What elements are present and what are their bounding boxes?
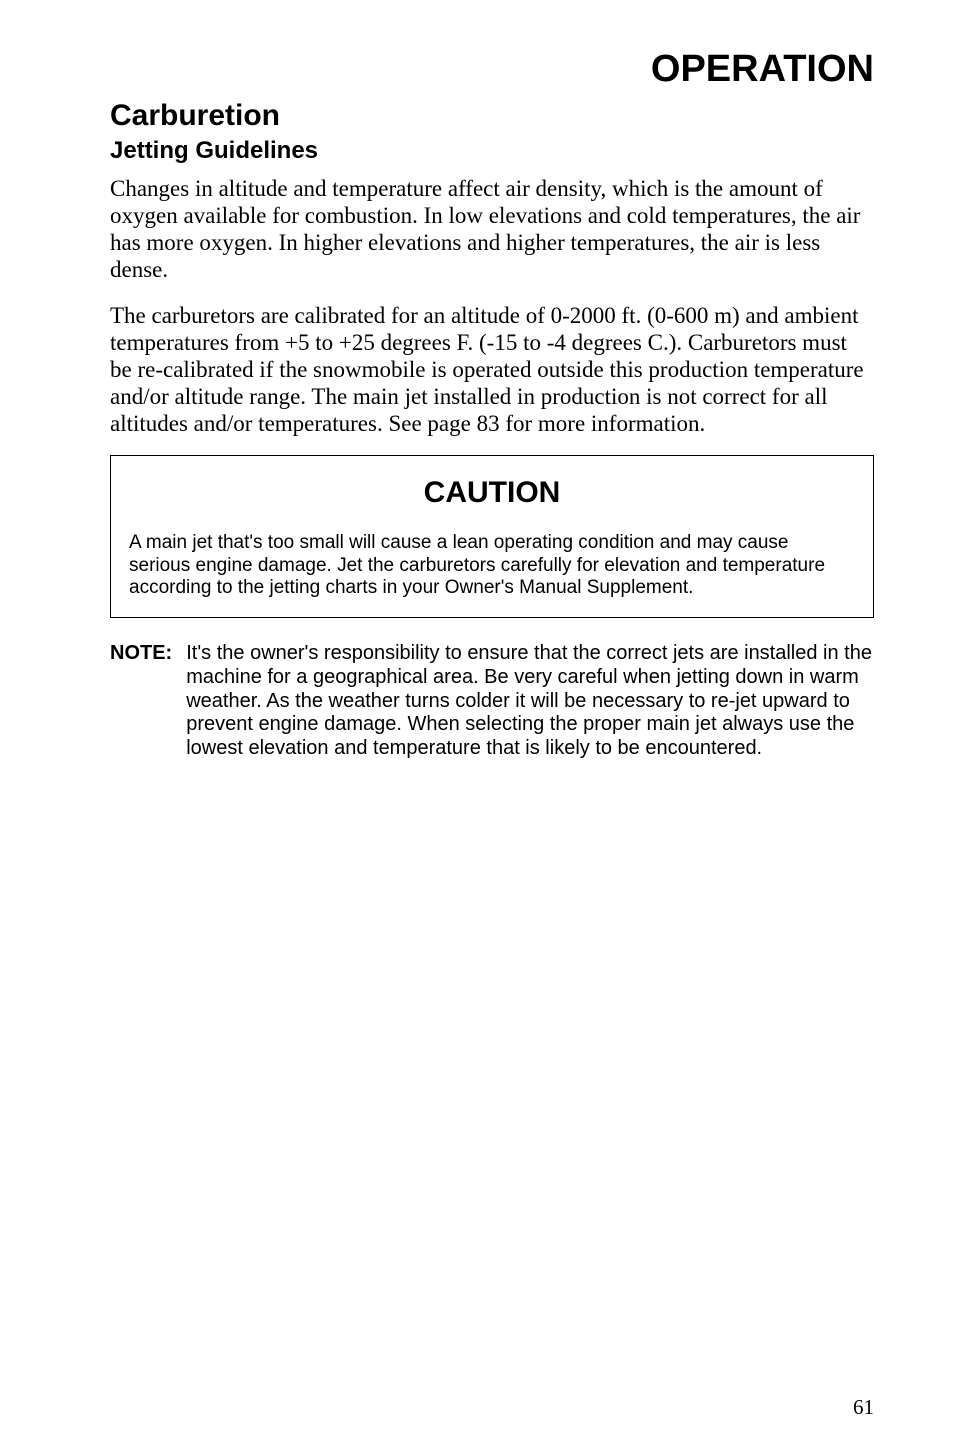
page-title-operation: OPERATION [110,48,874,91]
caution-text: A main jet that's too small will cause a… [129,532,855,599]
subsection-heading-jetting: Jetting Guidelines [110,137,874,165]
note-block: NOTE: It's the owner's responsibility to… [110,642,874,760]
section-heading-carburetion: Carburetion [110,99,874,133]
note-body: It's the owner's responsibility to ensur… [186,642,874,760]
caution-box: CAUTION A main jet that's too small will… [110,455,874,618]
body-paragraph-1: Changes in altitude and temperature affe… [110,175,874,284]
note-label: NOTE: [110,642,186,760]
caution-title: CAUTION [129,476,855,510]
body-paragraph-2: The carburetors are calibrated for an al… [110,302,874,438]
page-number: 61 [853,1395,874,1420]
